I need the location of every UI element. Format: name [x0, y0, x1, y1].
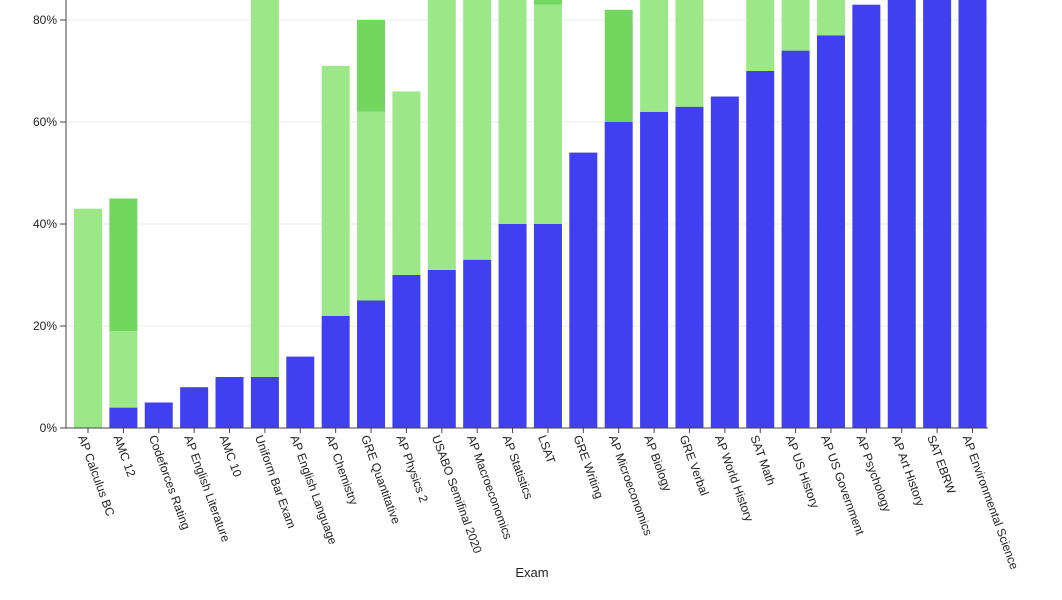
- bar-increment: [533, 4, 562, 225]
- bar-increment: [498, 0, 527, 225]
- x-tick-label: AP Chemistry: [323, 433, 361, 507]
- x-tick-label: AP Calculus BC: [75, 433, 117, 518]
- bar-increment: [816, 0, 845, 36]
- bar-base: [533, 224, 562, 428]
- bar-base: [250, 377, 279, 428]
- bar-base: [852, 4, 881, 428]
- bar-increment: [392, 91, 421, 276]
- bar-increment: [357, 111, 386, 301]
- bar-increment: [427, 0, 456, 270]
- y-tick-label: 60%: [33, 115, 57, 129]
- y-tick-label: 40%: [33, 217, 57, 231]
- bar-base: [604, 122, 633, 428]
- bar-base: [357, 300, 386, 428]
- bar-base: [392, 275, 421, 428]
- bar-base: [180, 387, 209, 428]
- bar-base: [215, 377, 244, 428]
- bar-base: [144, 402, 173, 428]
- bar-increment-2: [109, 198, 138, 332]
- x-tick-label: GRE Verbal: [677, 433, 712, 497]
- bar-increment: [74, 208, 102, 428]
- bar-base: [463, 259, 492, 428]
- bar-base: [321, 315, 350, 428]
- bar-base: [816, 35, 845, 429]
- axes: [65, 0, 988, 429]
- x-tick-label: SAT EBRW: [924, 433, 958, 496]
- x-tick-label: AP Environmental Science: [960, 433, 1022, 571]
- bar-base: [675, 106, 704, 428]
- x-tick-label: AP World History: [712, 433, 756, 523]
- x-tick-label: AP Psychology: [854, 433, 895, 513]
- bar-increment: [746, 0, 775, 72]
- x-tick-label: GRE Quantitative: [358, 433, 403, 526]
- bar-base: [498, 224, 527, 428]
- y-tick-label: 0%: [40, 421, 58, 435]
- bar-increment-2: [533, 0, 562, 5]
- x-tick-label: AMC 10: [217, 433, 245, 479]
- bar-increment: [781, 0, 810, 51]
- bar-increment: [640, 0, 669, 112]
- bar-increment: [675, 0, 704, 107]
- bar-base: [958, 0, 987, 428]
- bar-increment: [250, 0, 279, 377]
- bar-increment: [109, 331, 138, 408]
- bar-increment-2: [357, 20, 386, 112]
- bar-base: [781, 50, 810, 428]
- bar-base: [746, 71, 775, 428]
- x-tick-label: AP Statistics: [500, 433, 536, 501]
- y-tick-label: 20%: [33, 319, 57, 333]
- bar-base: [109, 407, 138, 428]
- bar-increment: [463, 0, 492, 260]
- bar-increment: [321, 65, 350, 316]
- bar-base: [569, 152, 598, 428]
- bar-base: [887, 0, 916, 428]
- x-axis-title: Exam: [515, 565, 548, 580]
- bars: [74, 0, 987, 429]
- bar-base: [710, 96, 739, 428]
- x-tick-label: AMC 12: [111, 433, 139, 479]
- x-tick-label: AP Biology: [641, 433, 674, 493]
- bar-base: [286, 356, 315, 428]
- x-tick-label: AP US History: [783, 433, 822, 510]
- x-tick-label: GRE Writing: [571, 433, 607, 500]
- bar-base: [427, 269, 456, 428]
- y-tick-label: 80%: [33, 13, 57, 27]
- gridlines: [66, 19, 988, 327]
- x-tick-label: LSAT: [535, 433, 558, 466]
- bar-base: [923, 0, 952, 428]
- x-tick-label: AP Physics 2: [394, 433, 431, 504]
- bar-increment-2: [604, 9, 633, 122]
- x-tick-label: AP Art History: [889, 433, 928, 508]
- x-tick-label: SAT Math: [747, 433, 778, 487]
- bar-base: [640, 111, 669, 429]
- y-tick-labels: 0% 20% 40% 60% 80%: [33, 13, 66, 435]
